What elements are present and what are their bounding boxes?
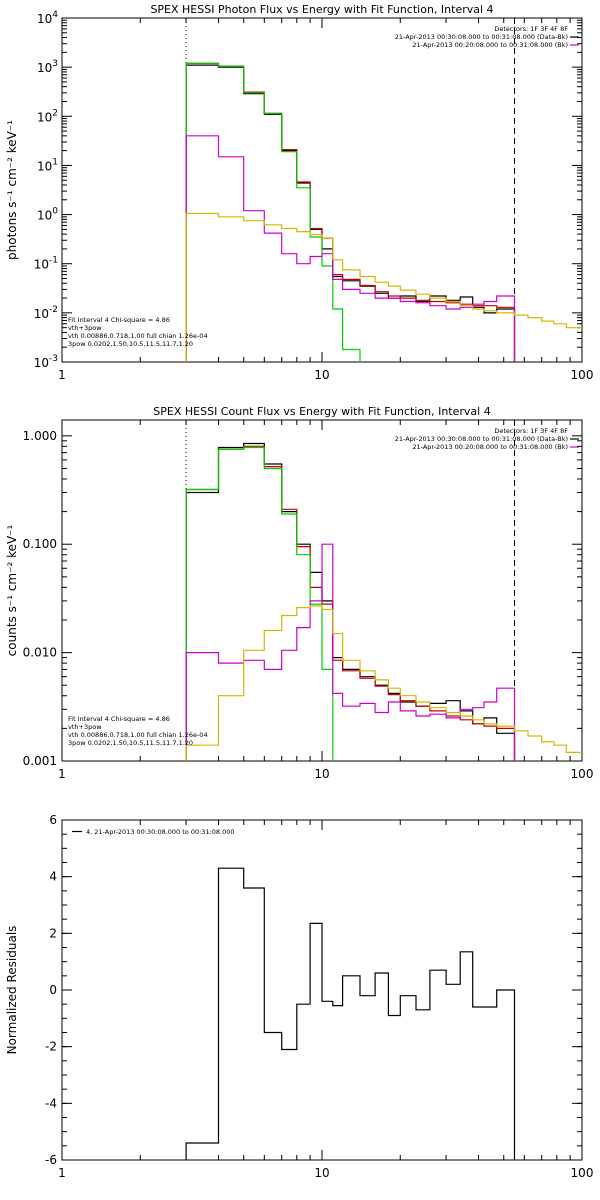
x-tick-label: 1: [58, 1166, 66, 1180]
y-tick-label: 101: [37, 157, 58, 173]
y-tick-exponent: 2: [52, 108, 58, 118]
y-tick-exponent: -3: [49, 354, 58, 364]
x-tick-label: 100: [571, 1166, 594, 1180]
x-tick-label: 100: [571, 368, 594, 382]
legend-bottom-left-entry: Fit Interval 4 Chi-square = 4.86: [68, 715, 170, 723]
y-tick-label: -6: [45, 1153, 57, 1167]
series-2-line: [185, 445, 516, 761]
series-group: [185, 442, 582, 761]
legend-top-right-entry: Detectors: 1F 3F 4F 8F: [494, 427, 568, 435]
y-tick-exponent: 1: [52, 157, 58, 167]
y-tick-base: 10: [37, 209, 52, 223]
y-axis-label: photons s⁻¹ cm⁻² keV⁻¹: [5, 120, 19, 260]
y-tick-exponent: -1: [49, 256, 58, 266]
y-tick-base: 10: [37, 159, 52, 173]
series-1-line: [185, 867, 516, 1160]
legend-bottom-left-entry: vth 0.00886,0.718,1.00 full chian 1.26e-…: [68, 332, 208, 340]
legend-top-right-entry: Detectors: 1F 3F 4F 8F: [494, 25, 568, 33]
x-tick-label: 1: [58, 767, 66, 781]
y-tick-exponent: -2: [49, 305, 58, 315]
y-axis-label: counts s⁻¹ cm⁻² keV⁻¹: [5, 524, 19, 656]
y-tick-label: 10-1: [34, 256, 58, 272]
chart-title: SPEX HESSI Photon Flux vs Energy with Fi…: [150, 3, 493, 16]
x-tick-label: 100: [571, 767, 594, 781]
y-tick-label: -4: [45, 1096, 57, 1110]
y-tick-label: 1.000: [23, 429, 57, 443]
series-group: [185, 867, 516, 1160]
y-tick-base: 10: [34, 356, 49, 370]
y-tick-label: 4: [49, 870, 57, 884]
y-tick-label: 103: [37, 59, 58, 75]
y-tick-label: 100: [37, 207, 58, 223]
legend-bottom-left-entry: vth 0.00886,0.718,1.00 full chian 1.26e-…: [68, 731, 208, 739]
series-4-line: [185, 543, 516, 761]
y-tick-label: 10-3: [34, 354, 58, 370]
y-tick-label: 0.010: [23, 646, 57, 660]
legend-bottom-left-entry: Fit Interval 4 Chi-square = 4.86: [68, 316, 170, 324]
legend-bottom-left-entry: 3pow 0.0202,1.50,10.5,11.5,11.7,1.20: [68, 739, 193, 747]
legend-bottom-left-entry: vth+3pow: [68, 723, 102, 731]
y-tick-label: 2: [49, 926, 57, 940]
legend-top-left-entry: 4, 21-Apr-2013 00:30:08.000 to 00:31:08.…: [86, 828, 235, 836]
series-4-line: [185, 135, 516, 362]
series-3-line: [185, 62, 361, 362]
y-tick-exponent: 0: [52, 207, 58, 217]
y-tick-label: -2: [45, 1040, 57, 1054]
series-1-line: [185, 442, 516, 761]
x-tick-label: 1: [58, 368, 66, 382]
y-tick-label: 6: [49, 813, 57, 827]
y-tick-label: 102: [37, 108, 58, 124]
series-2-line: [185, 62, 516, 362]
y-tick-label: 10-2: [34, 305, 58, 321]
x-tick-label: 10: [314, 368, 329, 382]
x-tick-label: 10: [314, 767, 329, 781]
y-axis-label: Normalized Residuals: [5, 926, 19, 1055]
series-group: [185, 62, 582, 362]
legend-top-right-entry: 21-Apr-2013 00:30:08.000 to 00:31:08.000…: [395, 33, 568, 41]
chart-3: Normalized Residuals 1 10 100 -6 -4 -2 0 2 4 6 4, 2…: [5, 813, 593, 1180]
y-tick-base: 10: [37, 61, 52, 75]
legend-top-right-entry: 21-Apr-2013 00:30:08.000 to 00:31:08.000…: [395, 435, 568, 443]
plot-frame: [61, 17, 583, 363]
chart-2: SPEX HESSI Count Flux vs Energy with Fit…: [5, 405, 593, 781]
y-tick-exponent: 4: [52, 10, 58, 20]
series-5-line: [185, 212, 582, 362]
legend-bottom-left-entry: vth+3pow: [68, 324, 102, 332]
y-tick-base: 10: [34, 258, 49, 272]
series-5-line: [185, 605, 582, 761]
series-1-line: [185, 64, 516, 362]
y-tick-label: 104: [37, 10, 58, 26]
legend-top-right-entry: 21-Apr-2013 00:20:08.000 to 00:31:08.000…: [412, 443, 568, 451]
legend-top-right-entry: 21-Apr-2013 00:20:08.000 to 00:31:08.000…: [412, 41, 568, 49]
chart-1: SPEX HESSI Photon Flux vs Energy with Fi…: [5, 3, 593, 382]
y-tick-exponent: 3: [52, 59, 58, 69]
y-tick-label: 0: [49, 983, 57, 997]
y-tick-base: 10: [37, 110, 52, 124]
series-3-line: [185, 446, 334, 761]
y-tick-base: 10: [37, 12, 52, 26]
legend-bottom-left-entry: 3pow 0.0202,1.50,10.5,11.5,11.7,1.20: [68, 340, 193, 348]
x-tick-label: 10: [314, 1166, 329, 1180]
y-tick-base: 10: [34, 307, 49, 321]
y-tick-label: 0.001: [23, 754, 57, 768]
y-tick-label: 0.100: [23, 537, 57, 551]
chart-title: SPEX HESSI Count Flux vs Energy with Fit…: [153, 405, 490, 418]
